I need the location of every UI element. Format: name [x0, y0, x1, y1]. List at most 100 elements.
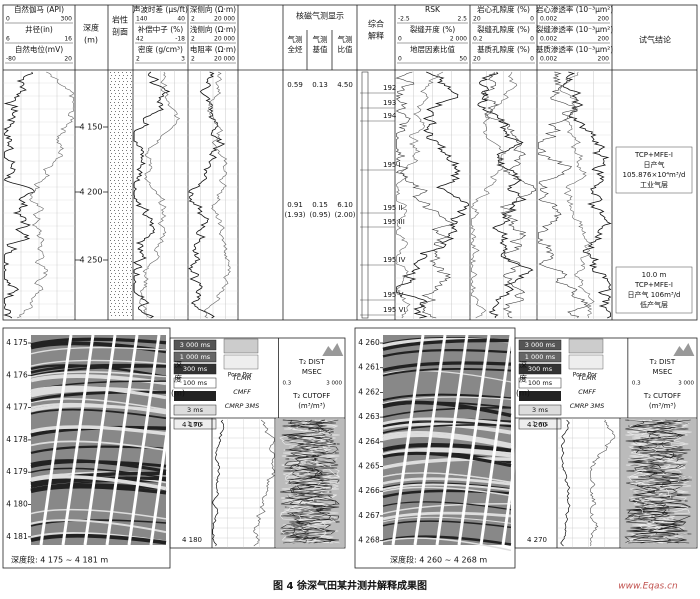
curve-name: 地层因素比值 — [410, 44, 455, 54]
log-curve — [395, 71, 455, 319]
image-streak — [30, 440, 167, 451]
lithology-dot — [130, 300, 131, 301]
lithology-dot — [118, 102, 119, 103]
lithology-dot — [122, 252, 123, 253]
curve-min: 20 — [473, 56, 481, 63]
curve-name: 裂缝渗透率 (10⁻³μm²) — [536, 24, 613, 34]
lithology-dot — [111, 141, 112, 142]
dist-scale: 3 000 — [326, 381, 342, 387]
lithology-dot — [122, 174, 123, 175]
lithology-dot — [119, 303, 120, 304]
lithology-header: 岩性 — [112, 15, 128, 25]
layer-label: 195 IV — [383, 256, 406, 264]
lithology-dot — [111, 87, 112, 88]
lithology-dot — [126, 204, 127, 205]
dist-label: T₂ DIST — [649, 358, 676, 366]
image-depth: 4 265 — [358, 462, 380, 471]
lithology-dot — [123, 231, 124, 232]
lithology-dot — [131, 213, 132, 214]
lithology-dot — [118, 96, 119, 97]
lithology-dot — [115, 159, 116, 160]
lithology-dot — [118, 258, 119, 259]
curve-max: 3 — [181, 56, 185, 63]
lithology-header: 剖面 — [112, 27, 128, 37]
log-curve — [482, 71, 536, 319]
lithology-dot — [131, 249, 132, 250]
curve-max: 2.5 — [457, 16, 467, 23]
image-streak — [382, 361, 512, 372]
lithology-dot — [110, 84, 111, 85]
lithology-dot — [123, 129, 124, 130]
lithology-dot — [114, 114, 115, 115]
lithology-dot — [123, 141, 124, 142]
lithology-dot — [111, 183, 112, 184]
lithology-dot — [127, 249, 128, 250]
log-curve — [188, 71, 226, 319]
lithology-dot — [131, 291, 132, 292]
curve-min: 0 — [398, 36, 402, 43]
lithology-dot — [127, 303, 128, 304]
lithology-dot — [115, 165, 116, 166]
lithology-dot — [111, 159, 112, 160]
lithology-dot — [130, 96, 131, 97]
dist-icon — [322, 343, 344, 356]
curve-max: 200 — [598, 16, 610, 23]
lithology-dot — [126, 270, 127, 271]
nmr-curve-name: CMFF — [578, 388, 596, 396]
lithology-dot — [114, 150, 115, 151]
curve-max: 2 000 — [450, 36, 467, 43]
lithology-dot — [118, 228, 119, 229]
lithology-dot — [131, 219, 132, 220]
lithology-dot — [130, 210, 131, 211]
curve-name: 裂缝开度 (%) — [410, 24, 455, 34]
lithology-dot — [131, 297, 132, 298]
lithology-dot — [118, 186, 119, 187]
lithology-dot — [115, 123, 116, 124]
time-box — [518, 404, 562, 416]
cutoff-label: T₂ CUTOFF — [292, 392, 330, 400]
lithology-dot — [119, 207, 120, 208]
lithology-dot — [122, 246, 123, 247]
lithology-dot — [130, 192, 131, 193]
lithology-dot — [127, 267, 128, 268]
gas-column-header: 气测 — [288, 34, 303, 44]
lithology-dot — [119, 267, 120, 268]
lithology-dot — [119, 165, 120, 166]
lithology-dot — [123, 213, 124, 214]
lithology-dot — [115, 267, 116, 268]
lithology-dot — [111, 207, 112, 208]
lithology-dot — [131, 135, 132, 136]
gas-column-header: 气测 — [313, 34, 328, 44]
lithology-dot — [122, 114, 123, 115]
lithology-dot — [111, 249, 112, 250]
lithology-dot — [130, 240, 131, 241]
lithology-dot — [118, 246, 119, 247]
lithology-dot — [131, 159, 132, 160]
image-streak — [382, 424, 512, 434]
lithology-dot — [126, 294, 127, 295]
lithology-dot — [122, 222, 123, 223]
lithology-dot — [127, 261, 128, 262]
nmr-depth-header: 度 — [519, 374, 527, 384]
lithology-dot — [131, 279, 132, 280]
lithology-dot — [110, 258, 111, 259]
time-label: 1 000 ms — [525, 353, 556, 361]
lithology-dot — [111, 201, 112, 202]
gas-column-header: 全烃 — [288, 44, 303, 54]
lithology-dot — [115, 297, 116, 298]
lithology-dot — [123, 87, 124, 88]
log-curve — [396, 71, 469, 319]
lithology-dot — [114, 132, 115, 133]
lithology-dot — [122, 228, 123, 229]
lithology-dot — [123, 81, 124, 82]
lithology-dot — [110, 120, 111, 121]
image-depth: 4 175 — [6, 338, 28, 347]
dist-wave — [280, 419, 335, 544]
image-streak — [30, 479, 167, 489]
curve-name: 密度 (g/cm³) — [138, 44, 183, 54]
dist-label: MSEC — [653, 368, 673, 376]
lithology-dot — [114, 156, 115, 157]
nmr-curve-name: CMRP 3MS — [225, 402, 260, 410]
lithology-dot — [119, 171, 120, 172]
lithology-dot — [111, 171, 112, 172]
